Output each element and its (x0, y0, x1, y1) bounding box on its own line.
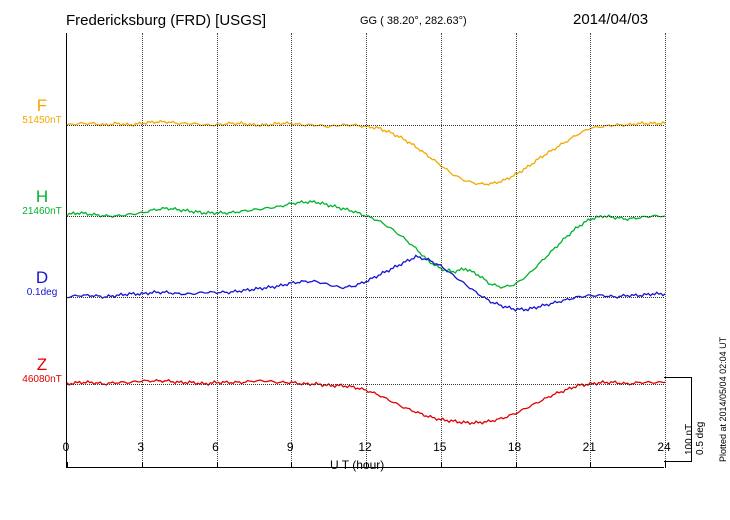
scale-bar-nt-label: 100 nT (684, 423, 695, 455)
x-axis-tick-label: 18 (507, 440, 522, 454)
x-axis-tick (291, 462, 293, 468)
x-axis-title: U T (hour) (330, 458, 385, 472)
x-axis-tick (216, 462, 218, 468)
x-axis-tick-label: 24 (657, 440, 671, 454)
x-axis-tick-label: 0 (62, 440, 70, 454)
baseline-h (67, 216, 664, 217)
baseline-d (67, 297, 664, 298)
x-axis-tick (366, 462, 367, 468)
series-unit-d: 0.1deg (26, 287, 58, 298)
x-gridline (440, 33, 442, 467)
x-axis-tick (515, 462, 517, 468)
x-axis-tick-label: 6 (212, 440, 219, 454)
scale-bar-top-tick (664, 377, 692, 378)
x-gridline (216, 33, 218, 467)
x-gridline (366, 33, 367, 467)
x-axis-tick-label: 3 (137, 440, 145, 454)
series-name-h: H (35, 187, 49, 206)
scale-bar-deg-label: 0.5 deg (695, 421, 706, 455)
x-gridline (291, 33, 293, 467)
series-label-z: Z 46080nT (22, 356, 61, 386)
x-gridline (141, 33, 143, 467)
x-gridline (590, 33, 592, 467)
x-gridline (665, 33, 666, 467)
series-label-h: H 21460nT (22, 188, 61, 218)
x-axis-tick (665, 462, 666, 468)
series-name-z: Z (36, 355, 48, 374)
x-axis-tick-label: 12 (358, 440, 372, 454)
plotted-at-label: Plotted at 2014/05/04 02:04 UT (718, 336, 728, 462)
series-name-d: D (35, 268, 49, 287)
station-title: Fredericksburg (FRD) [USGS] (66, 12, 267, 29)
scale-bar (664, 377, 694, 462)
magnetogram-plot (66, 33, 666, 468)
x-axis-tick (67, 462, 68, 468)
baseline-z (67, 384, 664, 385)
scale-bar-bottom-tick (664, 461, 692, 462)
observation-date: 2014/04/03 (573, 11, 649, 28)
geographic-coordinates: GG ( 38.20°, 282.63°) (360, 15, 467, 27)
x-axis-tick (141, 462, 143, 468)
x-gridline (515, 33, 517, 467)
x-axis-tick-label: 9 (286, 440, 294, 454)
x-axis-tick-label: 15 (433, 440, 447, 454)
scale-bar-vertical (691, 377, 692, 461)
x-axis-tick (590, 462, 592, 468)
series-unit-z: 46080nT (22, 374, 62, 385)
x-axis-tick (440, 462, 442, 468)
baseline-f (67, 125, 664, 126)
series-name-f: F (36, 96, 48, 115)
series-label-d: D 0.1deg (27, 269, 58, 299)
series-label-f: F 51450nT (22, 97, 61, 127)
x-axis-tick-label: 21 (582, 440, 596, 454)
series-unit-h: 21460nT (22, 206, 62, 217)
series-unit-f: 51450nT (22, 115, 62, 126)
